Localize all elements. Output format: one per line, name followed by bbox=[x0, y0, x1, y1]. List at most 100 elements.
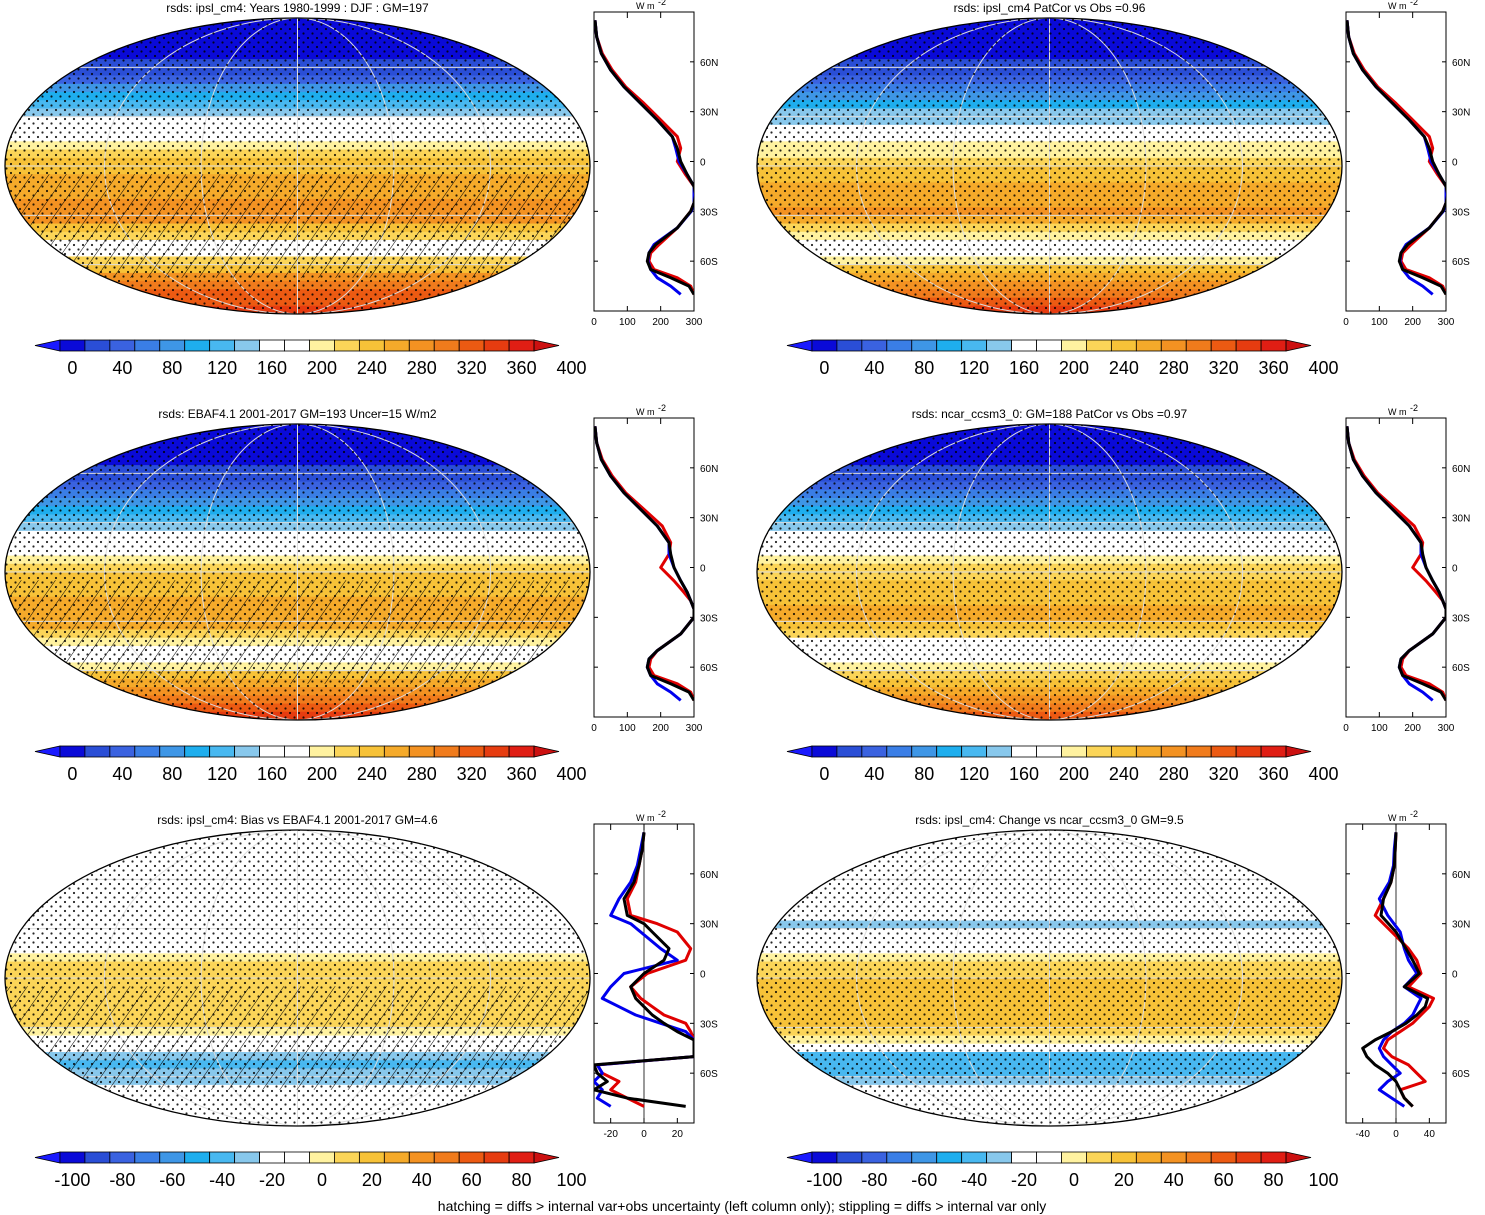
profile-line-reference bbox=[1346, 426, 1446, 702]
colorbar-end-left bbox=[34, 1151, 61, 1164]
profile-lat-label: 60N bbox=[1452, 464, 1470, 475]
colorbar-cell bbox=[936, 339, 963, 352]
colorbar-tick-label: 360 bbox=[1259, 764, 1289, 784]
colorbar-tick-label: -80 bbox=[861, 1170, 887, 1190]
profile-series-group bbox=[1346, 20, 1446, 296]
map-field bbox=[5, 424, 590, 720]
panel-title: rsds: ipsl_cm4: Change vs ncar_ccsm3_0 G… bbox=[915, 813, 1184, 827]
colorbar-tick-label: 60 bbox=[462, 1170, 482, 1190]
colorbar-cell bbox=[259, 339, 285, 352]
colorbar-cell bbox=[159, 1151, 186, 1164]
colorbar-cell bbox=[1210, 339, 1237, 352]
colorbar-cell bbox=[1135, 745, 1162, 758]
colorbar-cell bbox=[84, 339, 111, 352]
colorbar-tick-label: -80 bbox=[109, 1170, 135, 1190]
panel-3: rsds: EBAF4.1 2001-2017 GM=193 Uncer=15 … bbox=[4, 403, 718, 784]
profile-lat-label: 60N bbox=[700, 870, 718, 881]
colorbar-cell bbox=[911, 1151, 938, 1164]
colorbar-tick-label: 240 bbox=[357, 358, 387, 378]
colorbar-cell bbox=[961, 745, 988, 758]
colorbar-cell bbox=[358, 339, 385, 352]
colorbar-tick-label: 200 bbox=[307, 358, 337, 378]
colorbar-cell bbox=[184, 339, 211, 352]
colorbar-cell bbox=[234, 1151, 260, 1164]
profile-line-reference bbox=[594, 20, 694, 296]
colorbar-cell bbox=[1235, 1151, 1262, 1164]
colorbar-cell bbox=[84, 1151, 111, 1164]
map-border bbox=[4, 17, 591, 315]
colorbar-cell bbox=[1011, 1151, 1037, 1164]
colorbar-cell bbox=[234, 339, 260, 352]
colorbar-cell bbox=[1185, 339, 1212, 352]
profile-x-label: 0 bbox=[641, 1129, 647, 1140]
colorbar-cell bbox=[836, 339, 863, 352]
colorbar-cell bbox=[383, 745, 410, 758]
colorbar-tick-label: 40 bbox=[112, 764, 132, 784]
colorbar-tick-label: 200 bbox=[307, 764, 337, 784]
profile-lat-label: 30N bbox=[700, 920, 718, 931]
colorbar-cell bbox=[134, 745, 161, 758]
zonal-profile: 60N 30N 0 30S 60S 0 100 200 300 W m -2 bbox=[591, 403, 718, 734]
colorbar-tick-label: 280 bbox=[407, 764, 437, 784]
colorbar-cell bbox=[1036, 1151, 1062, 1164]
colorbar-tick-label: -20 bbox=[1011, 1170, 1037, 1190]
colorbar-tick-label: 320 bbox=[1209, 358, 1239, 378]
profile-x-label: 0 bbox=[591, 317, 597, 328]
colorbar-tick-label: 120 bbox=[959, 358, 989, 378]
colorbar-cell bbox=[1061, 1151, 1087, 1164]
profile-line-reference bbox=[1346, 20, 1446, 296]
colorbar-cell bbox=[911, 339, 938, 352]
colorbar-tick-label: 200 bbox=[1059, 764, 1089, 784]
colorbar-cell bbox=[284, 1151, 310, 1164]
colorbar-cell bbox=[1235, 339, 1262, 352]
colorbar-tick-label: 100 bbox=[556, 1170, 586, 1190]
profile-lat-label: 0 bbox=[1452, 970, 1458, 981]
colorbar-cell bbox=[109, 339, 136, 352]
profile-x-label: 300 bbox=[1438, 723, 1455, 734]
colorbar-cell bbox=[134, 1151, 161, 1164]
profile-series-group bbox=[594, 832, 694, 1108]
profile-x-label: -20 bbox=[603, 1129, 618, 1140]
colorbar-cell bbox=[1110, 339, 1137, 352]
profile-line-reference bbox=[1361, 832, 1430, 1108]
profile-unit-label: W m bbox=[636, 407, 655, 417]
profile-lat-label: 30N bbox=[1452, 514, 1470, 525]
colorbar-cell bbox=[134, 339, 161, 352]
colorbar-cell bbox=[259, 745, 285, 758]
panel-title: rsds: ipsl_cm4 PatCor vs Obs =0.96 bbox=[954, 1, 1146, 15]
profile-lat-label: 30S bbox=[700, 207, 718, 218]
colorbar-tick-label: 200 bbox=[1059, 358, 1089, 378]
colorbar-cell bbox=[1260, 1151, 1287, 1164]
colorbar-tick-label: 0 bbox=[1069, 1170, 1079, 1190]
colorbar-tick-label: -100 bbox=[806, 1170, 842, 1190]
panel-6: rsds: ipsl_cm4: Change vs ncar_ccsm3_0 G… bbox=[756, 809, 1470, 1190]
panel-title: rsds: EBAF4.1 2001-2017 GM=193 Uncer=15 … bbox=[158, 407, 436, 421]
colorbar-tick-label: 80 bbox=[512, 1170, 532, 1190]
map-field bbox=[757, 424, 1342, 720]
profile-lat-label: 60N bbox=[1452, 58, 1470, 69]
colorbar-cell bbox=[911, 745, 938, 758]
colorbar-cell bbox=[986, 745, 1012, 758]
colorbar-cell bbox=[1011, 745, 1037, 758]
colorbar-cell bbox=[936, 1151, 963, 1164]
colorbar-tick-label: -60 bbox=[159, 1170, 185, 1190]
colorbar-cell bbox=[458, 1151, 485, 1164]
profile-x-label: 20 bbox=[672, 1129, 684, 1140]
colorbar-tick-label: 280 bbox=[1159, 358, 1189, 378]
colorbar-tick-label: 120 bbox=[207, 764, 237, 784]
zonal-profile: 60N 30N 0 30S 60S 0 100 200 300 W m -2 bbox=[1343, 403, 1470, 734]
colorbar-cell bbox=[886, 745, 913, 758]
colorbar-cell bbox=[861, 1151, 888, 1164]
colorbar-cell bbox=[234, 745, 260, 758]
colorbar-cell bbox=[1110, 1151, 1137, 1164]
profile-unit-label: W m bbox=[636, 813, 655, 823]
colorbar-tick-label: 280 bbox=[1159, 764, 1189, 784]
colorbar-cell bbox=[961, 1151, 988, 1164]
colorbar-cell bbox=[986, 339, 1012, 352]
panels-layer: rsds: ipsl_cm4: Years 1980-1999 : DJF : … bbox=[4, 0, 1470, 1190]
profile-unit-label: W m bbox=[636, 1, 655, 11]
colorbar-cell bbox=[209, 745, 236, 758]
colorbar-tick-label: -40 bbox=[209, 1170, 235, 1190]
profile-x-label: 100 bbox=[1371, 723, 1388, 734]
colorbar-cell bbox=[209, 339, 236, 352]
